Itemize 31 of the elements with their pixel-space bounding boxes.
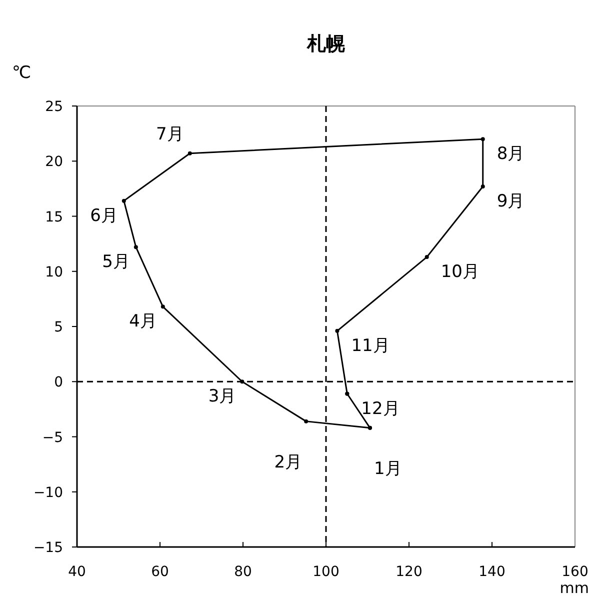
y-tick-label: 15: [45, 209, 63, 226]
x-axis-title: mm: [560, 579, 589, 597]
x-tick-label: 60: [151, 564, 169, 580]
y-tick-label: 20: [45, 154, 63, 170]
annotation: 11月: [351, 336, 390, 356]
y-tick-label: 0: [54, 374, 63, 391]
y-tick-label: 10: [45, 264, 63, 280]
annotation: 4月: [129, 312, 157, 332]
y-axis-title: ℃: [12, 63, 32, 83]
annotation: 7月: [156, 124, 184, 144]
y-tick-label: 5: [54, 320, 63, 336]
x-tick-label: 80: [234, 564, 252, 580]
annotation: 1月: [374, 458, 402, 479]
x-tick-label: 120: [396, 564, 422, 580]
x-tick-label: 40: [68, 564, 86, 580]
x-tick-label: 100: [312, 564, 340, 580]
y-tick-label: −15: [33, 540, 63, 556]
annotation: 2月: [274, 452, 302, 472]
annotation: 9月: [496, 191, 525, 212]
x-tick-label: 140: [478, 564, 506, 580]
y-tick-label: −10: [33, 484, 63, 501]
annotation: 5月: [102, 252, 130, 272]
y-tick-label: −5: [42, 430, 63, 446]
annotation: 6月: [90, 206, 118, 226]
annotation: 12月: [361, 398, 400, 419]
annotation: 8月: [496, 144, 525, 164]
y-tick-label: 25: [45, 99, 63, 115]
annotation: 10月: [440, 262, 480, 282]
annotation: 3月: [208, 386, 236, 407]
x-tick-label: 160: [562, 564, 588, 580]
chart-title: 札幌: [306, 33, 346, 55]
